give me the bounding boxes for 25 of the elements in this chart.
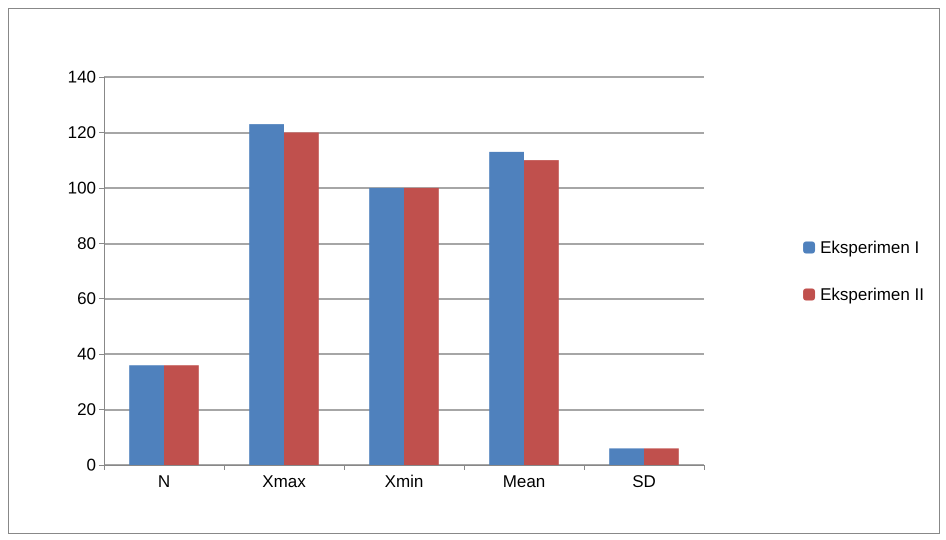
bar <box>284 132 319 465</box>
x-tick-label: Xmin <box>384 472 424 491</box>
y-tick-label: 40 <box>77 344 96 364</box>
y-tick-label: 100 <box>68 178 96 198</box>
x-tick-label: SD <box>632 472 656 491</box>
bar <box>404 188 439 465</box>
bar <box>129 365 164 465</box>
x-tick-label: N <box>158 472 170 491</box>
bar <box>164 365 199 465</box>
x-tick-label: Xmax <box>262 472 306 491</box>
y-tick-label: 120 <box>68 122 96 142</box>
bar <box>249 124 284 465</box>
y-tick-label: 80 <box>77 234 96 253</box>
bar <box>644 448 679 465</box>
y-tick-label: 20 <box>77 400 96 420</box>
bar <box>609 448 644 465</box>
y-tick-label: 60 <box>77 289 96 308</box>
bar <box>524 160 559 465</box>
x-tick-label: Mean <box>502 472 546 491</box>
legend-label: Eksperimen I <box>820 238 920 257</box>
y-tick-label: 0 <box>86 456 96 474</box>
bar <box>369 188 404 465</box>
legend-label: Eksperimen II <box>820 285 924 304</box>
bar <box>489 152 524 465</box>
y-tick-label: 140 <box>68 68 96 86</box>
